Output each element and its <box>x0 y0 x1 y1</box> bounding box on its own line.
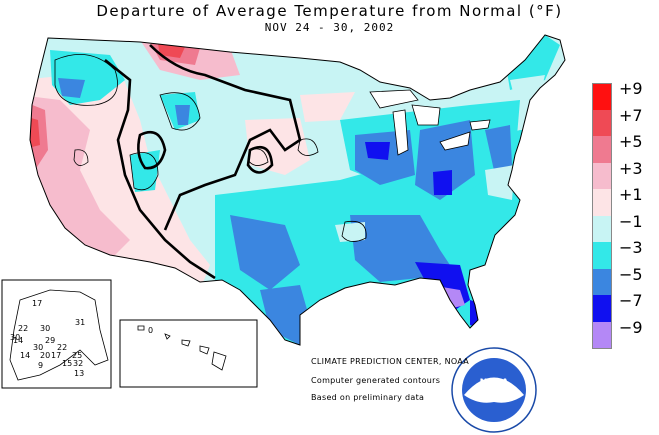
legend-row: +9 <box>592 79 658 111</box>
legend-label: −9 <box>619 317 643 337</box>
svg-text:17: 17 <box>32 299 42 308</box>
legend-row: +3 <box>592 159 658 189</box>
legend-swatch <box>592 109 612 136</box>
legend-label: +7 <box>619 105 643 125</box>
legend-label: +5 <box>619 132 643 151</box>
svg-text:13: 13 <box>74 369 84 378</box>
legend-label: +1 <box>619 185 643 204</box>
svg-text:17: 17 <box>51 351 61 360</box>
svg-text:30: 30 <box>40 324 50 333</box>
zero-contour <box>104 44 302 280</box>
svg-text:15: 15 <box>62 359 72 368</box>
svg-text:22: 22 <box>57 343 67 352</box>
contour-lines <box>29 34 566 346</box>
credit-line2: Based on preliminary data <box>311 393 425 402</box>
svg-text:22: 22 <box>18 324 28 333</box>
legend-row: −1 <box>592 212 658 242</box>
noaa-logo: NOAA <box>451 347 537 433</box>
legend-label: +9 <box>619 79 643 98</box>
legend-label: +3 <box>619 158 643 178</box>
legend-swatch <box>592 321 612 349</box>
legend-swatch <box>592 162 612 189</box>
svg-text:9: 9 <box>38 361 43 370</box>
legend-row: +5 <box>592 132 658 163</box>
legend-swatch <box>592 83 612 111</box>
legend-swatch <box>592 295 612 322</box>
noaa-logo-text: NOAA <box>480 378 509 388</box>
svg-text:31: 31 <box>75 318 85 327</box>
legend-label: −1 <box>619 211 643 231</box>
svg-text:30: 30 <box>33 343 43 352</box>
legend-label: −7 <box>619 291 643 310</box>
legend-swatch <box>592 268 612 295</box>
svg-text:14: 14 <box>13 336 23 345</box>
legend-row: +1 <box>592 185 658 216</box>
legend-swatch <box>592 136 612 163</box>
svg-text:30: 30 <box>10 333 20 342</box>
alaska-inset: 17 22 30 31 14 30 29 30 22 14 20 17 25 9… <box>1 279 112 389</box>
credit-org: CLIMATE PREDICTION CENTER, NOAA <box>311 357 470 366</box>
temperature-legend: +9 +7 +5 +3 +1 −1 −3 −5 −7 −9 <box>592 79 658 349</box>
svg-text:20: 20 <box>40 351 50 360</box>
map-title: Departure of Average Temperature from No… <box>96 2 563 20</box>
legend-row: −7 <box>592 291 658 322</box>
svg-text:0: 0 <box>148 326 153 335</box>
map-date-range: NOV 24 - 30, 2002 <box>264 21 395 34</box>
legend-swatch <box>592 189 612 216</box>
legend-row: −3 <box>592 238 658 269</box>
svg-text:14: 14 <box>20 351 30 360</box>
legend-label: −3 <box>619 238 643 257</box>
svg-text:29: 29 <box>45 336 55 345</box>
legend-label: −5 <box>619 264 643 284</box>
svg-text:32: 32 <box>73 359 83 368</box>
legend-swatch <box>592 242 612 269</box>
hawaii-inset: 0 <box>119 319 258 388</box>
credit-line1: Computer generated contours <box>311 376 441 385</box>
legend-row: +7 <box>592 106 658 136</box>
svg-text:25: 25 <box>72 351 82 360</box>
legend-row: −5 <box>592 265 658 295</box>
great-lakes <box>369 89 491 156</box>
legend-row: −9 <box>592 318 658 349</box>
legend-swatch <box>592 215 612 242</box>
